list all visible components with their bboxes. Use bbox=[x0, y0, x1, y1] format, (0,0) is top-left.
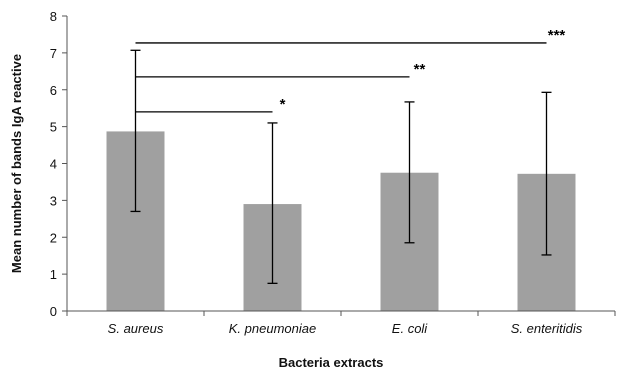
x-category-label: E. coli bbox=[392, 321, 429, 336]
bars bbox=[106, 131, 576, 311]
error-bar bbox=[404, 101, 415, 244]
y-tick-label: 5 bbox=[50, 120, 57, 135]
y-axis-title: Mean number of bands IgA reactive bbox=[9, 54, 24, 273]
x-category-label: K. pneumoniae bbox=[229, 321, 316, 336]
y-tick-label: 6 bbox=[50, 83, 57, 98]
error-bar bbox=[267, 122, 278, 284]
y-tick-label: 3 bbox=[50, 193, 57, 208]
error-bar bbox=[541, 91, 552, 256]
significance-brackets: ****** bbox=[135, 27, 566, 113]
y-tick-label: 8 bbox=[50, 9, 57, 24]
y-axis-ticks: 0 1 2 3 4 5 6 7 8 bbox=[50, 9, 616, 319]
significance-label: *** bbox=[548, 27, 566, 44]
error-bars bbox=[130, 49, 552, 284]
y-tick-label: 0 bbox=[50, 304, 57, 319]
x-axis-categories: S. aureus K. pneumoniae E. coli S. enteriti… bbox=[108, 321, 583, 336]
x-axis-title: Bacteria extracts bbox=[279, 355, 384, 370]
y-tick-label: 1 bbox=[50, 267, 57, 282]
significance-label: * bbox=[280, 96, 286, 113]
y-tick-label: 7 bbox=[50, 46, 57, 61]
y-tick-label: 4 bbox=[50, 157, 57, 172]
x-category-label: S. aureus bbox=[108, 321, 164, 336]
y-tick-label: 2 bbox=[50, 230, 57, 245]
x-category-label: S. enteritidis bbox=[511, 321, 583, 336]
significance-label: ** bbox=[414, 61, 426, 78]
